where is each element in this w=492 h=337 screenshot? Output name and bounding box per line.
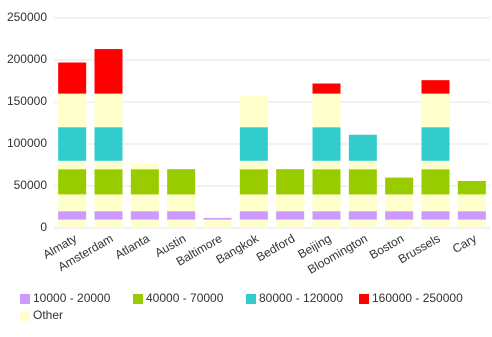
- bar-segment: [348, 219, 377, 228]
- bar-segment: [348, 169, 377, 195]
- bar-segment: [312, 169, 341, 195]
- bar-segment: [312, 127, 341, 161]
- bar-segment: [457, 180, 486, 195]
- y-tick-label: 150000: [7, 94, 47, 108]
- bar-segment: [167, 211, 196, 220]
- x-tick-label: Brussels: [396, 231, 443, 266]
- bar-segment: [167, 219, 196, 228]
- bar-segment: [457, 211, 486, 220]
- legend-swatch: [359, 294, 369, 304]
- bar-segment: [276, 211, 305, 220]
- bar-segment: [167, 169, 196, 195]
- bar-segment: [385, 194, 414, 212]
- bar-segment: [312, 194, 341, 212]
- bar-segment: [94, 194, 123, 212]
- bar-segment: [58, 127, 87, 161]
- legend-swatch: [246, 294, 256, 304]
- bar-segment: [130, 163, 159, 170]
- bar-segment: [58, 62, 87, 94]
- legend-label: 10000 - 20000: [33, 291, 111, 305]
- bar-segment: [94, 93, 123, 128]
- bar-segment: [421, 194, 450, 212]
- bar-segment: [421, 169, 450, 195]
- bar-segment: [312, 93, 341, 128]
- bar-segment: [457, 219, 486, 228]
- y-tick-label: 50000: [14, 178, 48, 192]
- bar-segment: [457, 194, 486, 212]
- legend-label: 40000 - 70000: [146, 291, 224, 305]
- y-tick-label: 250000: [7, 10, 47, 24]
- bar-segment: [239, 194, 268, 212]
- bar-segment: [348, 211, 377, 220]
- bar-segment: [94, 160, 123, 170]
- bar-segment: [276, 169, 305, 195]
- bar-segment: [239, 127, 268, 161]
- bar-segment: [94, 211, 123, 220]
- bar-segment: [348, 194, 377, 212]
- bar-segment: [421, 160, 450, 170]
- bar-segment: [421, 127, 450, 161]
- bar-segment: [276, 219, 305, 228]
- bar-segment: [130, 211, 159, 220]
- bar-segment: [239, 169, 268, 195]
- legend-swatch: [20, 311, 30, 321]
- bar-segment: [167, 194, 196, 212]
- bar-segment: [58, 93, 87, 128]
- bar-segment: [348, 160, 377, 170]
- bar-segment: [385, 211, 414, 220]
- bar-segment: [312, 83, 341, 94]
- bar-segment: [276, 194, 305, 212]
- bar-segment: [239, 211, 268, 220]
- legend-label: 80000 - 120000: [259, 291, 343, 305]
- x-tick-label: Atlanta: [113, 231, 153, 262]
- bar-segment: [421, 93, 450, 128]
- bar-segment: [239, 160, 268, 170]
- bar-segment: [385, 219, 414, 228]
- legend-swatch: [20, 294, 30, 304]
- bar-segment: [58, 160, 87, 170]
- bar-segment: [312, 211, 341, 220]
- bar-segment: [421, 211, 450, 220]
- bar-segment: [58, 219, 87, 228]
- bar-segment: [203, 217, 232, 220]
- bar-segment: [203, 219, 232, 228]
- y-tick-label: 0: [40, 220, 47, 234]
- bar-segment: [130, 194, 159, 212]
- bar-segment: [94, 127, 123, 161]
- legend-label: 160000 - 250000: [372, 291, 463, 305]
- bar-segment: [239, 219, 268, 228]
- bar-segment: [130, 219, 159, 228]
- bar-segment: [94, 169, 123, 195]
- x-tick-label: Cary: [450, 231, 479, 256]
- bar-segment: [130, 169, 159, 195]
- bar-segment: [58, 194, 87, 212]
- legend-swatch: [133, 294, 143, 304]
- bar-segment: [312, 160, 341, 170]
- bar-segment: [348, 134, 377, 161]
- y-tick-label: 200000: [7, 52, 47, 66]
- bar-segment: [239, 96, 268, 128]
- y-tick-label: 100000: [7, 136, 47, 150]
- bar-segment: [58, 169, 87, 195]
- bar-segment: [94, 49, 123, 94]
- x-tick-label: Bangkok: [213, 231, 261, 267]
- bar-segment: [94, 219, 123, 228]
- bar-segment: [421, 219, 450, 228]
- bar-segment: [385, 177, 414, 195]
- bar-segment: [312, 219, 341, 228]
- bar-segment: [58, 211, 87, 220]
- bar-segment: [421, 80, 450, 94]
- x-tick-label: Bedford: [254, 231, 297, 264]
- legend-label: Other: [33, 308, 63, 322]
